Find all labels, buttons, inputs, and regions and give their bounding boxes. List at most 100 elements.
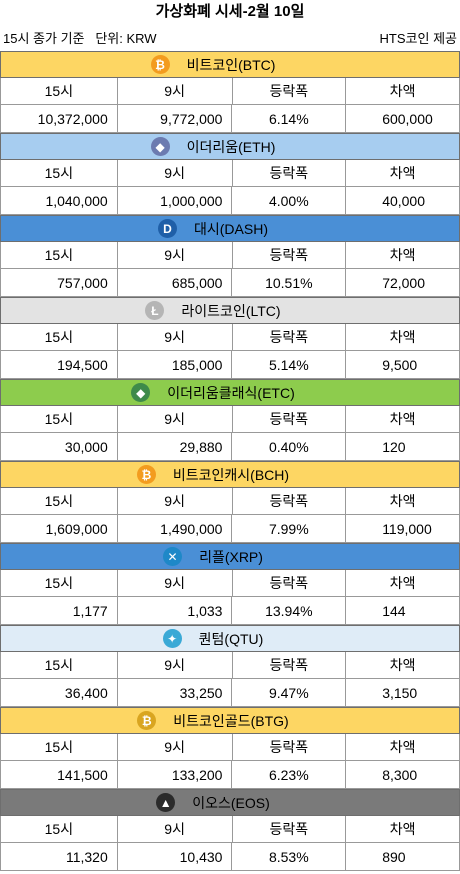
column-header-row: 15시 9시 등락폭 차액: [0, 78, 460, 105]
value-15h: 141,500: [1, 761, 118, 788]
column-header-row: 15시 9시 등락폭 차액: [0, 734, 460, 761]
col-header-change-rate: 등락폭: [233, 242, 347, 268]
col-header-change-rate: 등락폭: [233, 816, 347, 842]
coin-block-8: ₿ 비트코인골드(BTG) 15시 9시 등락폭 차액 141,500 133,…: [0, 707, 460, 789]
coin-name: 대시(DASH): [194, 220, 268, 237]
value-row: 30,000 29,880 0.40% 120: [0, 433, 460, 461]
value-row: 1,609,000 1,490,000 7.99% 119,000: [0, 515, 460, 543]
coin-header-band: ₿ 비트코인(BTC): [0, 51, 460, 78]
col-header-9h: 9시: [118, 324, 233, 350]
value-15h: 30,000: [1, 433, 118, 460]
eos-icon: ▲: [156, 793, 176, 812]
value-15h: 194,500: [1, 351, 118, 378]
col-header-9h: 9시: [118, 816, 233, 842]
value-row: 194,500 185,000 5.14% 9,500: [0, 351, 460, 379]
col-header-difference: 차액: [346, 816, 460, 842]
coin-header-band: ₿ 비트코인캐시(BCH): [0, 461, 460, 488]
value-15h: 1,040,000: [1, 187, 118, 214]
coin-block-5: ₿ 비트코인캐시(BCH) 15시 9시 등락폭 차액 1,609,000 1,…: [0, 461, 460, 543]
col-header-15h: 15시: [1, 324, 118, 350]
value-9h: 9,772,000: [118, 105, 233, 132]
col-header-9h: 9시: [118, 734, 233, 760]
col-header-difference: 차액: [346, 242, 460, 268]
value-difference: 8,300: [346, 761, 460, 788]
value-change-rate: 5.14%: [232, 351, 347, 378]
coin-name: 이더리움(ETH): [186, 138, 276, 155]
value-9h: 185,000: [118, 351, 233, 378]
col-header-9h: 9시: [118, 570, 233, 596]
coin-header-band: ₿ 비트코인골드(BTG): [0, 707, 460, 734]
ethereum-icon: ◆: [150, 137, 170, 156]
value-difference: 144: [346, 597, 460, 624]
value-row: 36,400 33,250 9.47% 3,150: [0, 679, 460, 707]
value-difference: 119,000: [346, 515, 460, 542]
subtitle-row: 15시 종가 기준 단위: KRW HTS코인 제공: [0, 27, 460, 51]
value-change-rate: 9.47%: [232, 679, 347, 706]
value-difference: 9,500: [346, 351, 460, 378]
value-difference: 600,000: [346, 105, 460, 132]
coin-block-2: D 대시(DASH) 15시 9시 등락폭 차액 757,000 685,000…: [0, 215, 460, 297]
col-header-change-rate: 등락폭: [233, 488, 347, 514]
col-header-15h: 15시: [1, 242, 118, 268]
basis-unit-note: 15시 종가 기준 단위: KRW: [3, 31, 157, 46]
value-9h: 685,000: [118, 269, 233, 296]
col-header-difference: 차액: [346, 78, 460, 104]
value-difference: 3,150: [346, 679, 460, 706]
coin-header-band: ◆ 이더리움클래식(ETC): [0, 379, 460, 406]
col-header-change-rate: 등락폭: [233, 160, 347, 186]
value-row: 757,000 685,000 10.51% 72,000: [0, 269, 460, 297]
value-change-rate: 6.14%: [232, 105, 347, 132]
value-15h: 10,372,000: [1, 105, 118, 132]
coin-header-band: Ł 라이트코인(LTC): [0, 297, 460, 324]
coin-header-band: ◆ 이더리움(ETH): [0, 133, 460, 160]
col-header-9h: 9시: [118, 242, 233, 268]
value-15h: 11,320: [1, 843, 118, 870]
value-9h: 29,880: [118, 433, 233, 460]
value-change-rate: 6.23%: [232, 761, 347, 788]
column-header-row: 15시 9시 등락폭 차액: [0, 488, 460, 515]
value-change-rate: 0.40%: [232, 433, 347, 460]
col-header-difference: 차액: [346, 734, 460, 760]
col-header-15h: 15시: [1, 406, 118, 432]
value-row: 141,500 133,200 6.23% 8,300: [0, 761, 460, 789]
coin-header-band: ▲ 이오스(EOS): [0, 789, 460, 816]
bitcoin-cash-icon: ₿: [136, 465, 156, 484]
value-15h: 1,609,000: [1, 515, 118, 542]
column-header-row: 15시 9시 등락폭 차액: [0, 570, 460, 597]
col-header-difference: 차액: [346, 160, 460, 186]
provider-note: HTS코인 제공: [379, 31, 457, 46]
col-header-9h: 9시: [118, 78, 233, 104]
value-9h: 10,430: [118, 843, 233, 870]
price-table: ₿ 비트코인(BTC) 15시 9시 등락폭 차액 10,372,000 9,7…: [0, 51, 460, 871]
page-title: 가상화폐 시세-2월 10일: [155, 3, 305, 20]
value-15h: 1,177: [1, 597, 118, 624]
value-row: 1,177 1,033 13.94% 144: [0, 597, 460, 625]
col-header-15h: 15시: [1, 78, 118, 104]
litecoin-icon: Ł: [145, 301, 165, 320]
value-9h: 1,033: [118, 597, 233, 624]
ripple-icon: ✕: [163, 547, 183, 566]
col-header-15h: 15시: [1, 160, 118, 186]
coin-name: 비트코인캐시(BCH): [172, 466, 290, 483]
value-row: 11,320 10,430 8.53% 890: [0, 843, 460, 871]
value-9h: 33,250: [118, 679, 233, 706]
coin-block-7: ✦ 퀀텀(QTU) 15시 9시 등락폭 차액 36,400 33,250 9.…: [0, 625, 460, 707]
coin-block-1: ◆ 이더리움(ETH) 15시 9시 등락폭 차액 1,040,000 1,00…: [0, 133, 460, 215]
coin-name: 라이트코인(LTC): [181, 302, 281, 319]
coin-block-9: ▲ 이오스(EOS) 15시 9시 등락폭 차액 11,320 10,430 8…: [0, 789, 460, 871]
bitcoin-icon: ₿: [150, 55, 170, 74]
value-difference: 72,000: [346, 269, 460, 296]
value-9h: 1,000,000: [118, 187, 233, 214]
value-difference: 40,000: [346, 187, 460, 214]
coin-block-0: ₿ 비트코인(BTC) 15시 9시 등락폭 차액 10,372,000 9,7…: [0, 51, 460, 133]
coin-header-band: ✦ 퀀텀(QTU): [0, 625, 460, 652]
ethereum-classic-icon: ◆: [131, 383, 151, 402]
col-header-change-rate: 등락폭: [233, 406, 347, 432]
col-header-change-rate: 등락폭: [233, 78, 347, 104]
value-15h: 757,000: [1, 269, 118, 296]
col-header-15h: 15시: [1, 816, 118, 842]
column-header-row: 15시 9시 등락폭 차액: [0, 160, 460, 187]
col-header-9h: 9시: [118, 488, 233, 514]
value-change-rate: 8.53%: [232, 843, 347, 870]
coin-header-band: ✕ 리플(XRP): [0, 543, 460, 570]
